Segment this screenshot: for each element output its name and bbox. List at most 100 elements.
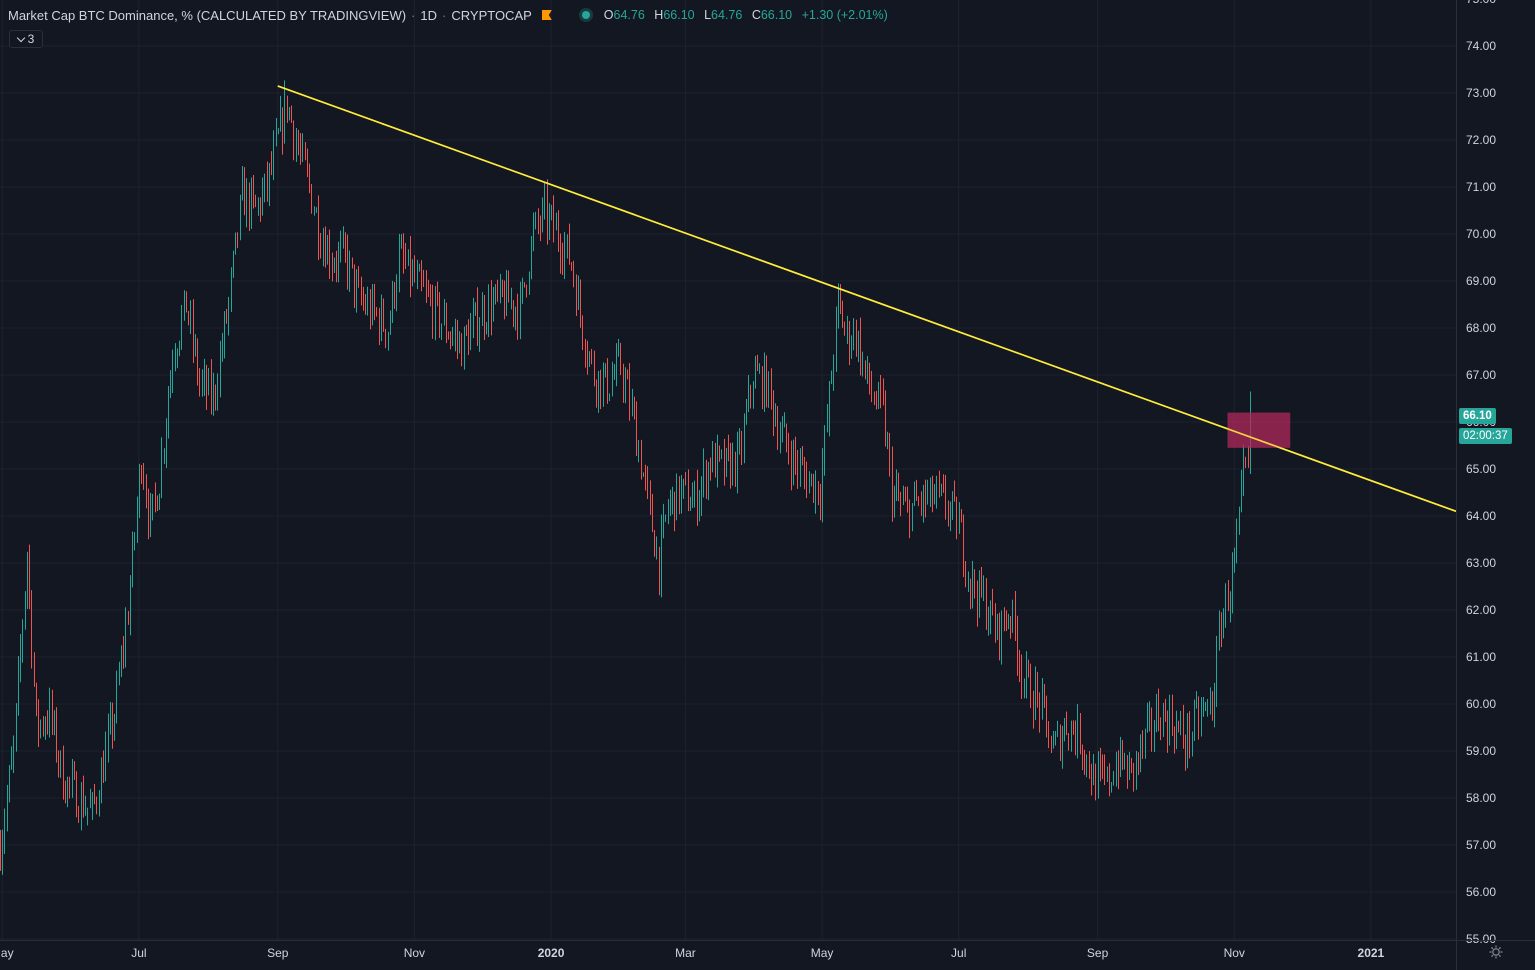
candle-body: [383, 305, 384, 330]
candle-body: [520, 292, 521, 328]
candle-body: [300, 148, 301, 153]
interval-label[interactable]: 1D: [420, 7, 438, 23]
candle-body: [1075, 732, 1076, 747]
candle-body: [1174, 730, 1175, 744]
candle-body: [818, 481, 819, 499]
candle-body: [278, 130, 279, 133]
candle-body: [1194, 705, 1195, 735]
candle-body: [1057, 728, 1058, 735]
price-tick-label: 74.00: [1466, 39, 1496, 53]
candle-body: [963, 521, 964, 568]
candle-body: [983, 587, 984, 595]
gear-icon[interactable]: [1489, 945, 1503, 959]
candle-body: [791, 456, 792, 476]
candle-body: [242, 177, 243, 198]
candle-body: [1030, 670, 1031, 707]
candle-body: [562, 258, 563, 265]
candle-body: [1060, 728, 1061, 757]
candle-body: [1131, 759, 1132, 764]
candle-body: [513, 301, 514, 317]
candle-body: [800, 460, 801, 474]
candle-body: [990, 600, 991, 622]
price-tick-label: 75.00: [1466, 0, 1496, 6]
candle-body: [31, 594, 32, 660]
candle-body: [833, 362, 834, 379]
candle-body: [869, 363, 870, 387]
candle-body: [688, 479, 689, 510]
candle-body: [567, 235, 568, 247]
candle-body: [235, 232, 236, 253]
candle-body: [233, 252, 234, 273]
candle-body: [748, 387, 749, 409]
price-tick-label: 73.00: [1466, 86, 1496, 100]
candle-body: [92, 795, 93, 804]
candle-body: [1201, 711, 1202, 726]
candle-body: [1071, 723, 1072, 742]
candle-body: [170, 377, 171, 398]
candle-body: [1169, 708, 1170, 740]
candle-body: [466, 328, 467, 332]
candle-body: [549, 212, 550, 230]
candle-body: [793, 448, 794, 476]
candle-body: [1100, 763, 1101, 766]
candle-body: [352, 258, 353, 265]
candle-body: [1192, 734, 1193, 745]
candle-body: [385, 329, 386, 341]
time-tick-label: May: [0, 946, 14, 960]
price-tick-label: 65.00: [1466, 462, 1496, 476]
candle-body: [851, 345, 852, 352]
time-tick-label: Jul: [131, 946, 146, 960]
candle-body: [47, 725, 48, 728]
candle-body: [564, 246, 565, 265]
candle-body: [271, 164, 272, 169]
indicators-collapse-button[interactable]: 3: [9, 30, 43, 48]
candle-body: [94, 795, 95, 800]
candle-body: [105, 746, 106, 781]
candle-body: [69, 778, 70, 784]
candle-body: [1176, 723, 1177, 744]
candle-body: [473, 312, 474, 326]
candle-body: [491, 295, 492, 320]
candle-body: [161, 452, 162, 495]
candle-body: [1136, 754, 1137, 779]
candle-body: [318, 209, 319, 246]
price-axis[interactable]: 55.00 56.00 57.00 58.00 59.00 60.00 61.00 62.00…: [1456, 0, 1497, 970]
candle-body: [907, 500, 908, 502]
candle-body: [694, 484, 695, 498]
candle-body: [166, 425, 167, 452]
candle-body: [54, 716, 55, 724]
candle-body: [421, 268, 422, 282]
candle-body: [141, 469, 142, 475]
price-tick-label: 61.00: [1466, 650, 1496, 664]
candle-body: [394, 285, 395, 302]
candle-body: [204, 372, 205, 380]
candle-body: [603, 373, 604, 398]
candle-body: [74, 773, 75, 776]
time-axis[interactable]: May Jul Sep Nov 2020 Mar May Jul Sep Nov 2021: [0, 940, 1535, 961]
candle-body: [276, 132, 277, 144]
symbol-title[interactable]: Market Cap BTC Dominance, % (CALCULATED …: [8, 7, 407, 23]
candle-body: [96, 799, 97, 806]
candle-body: [636, 410, 637, 456]
candle-body: [43, 722, 44, 730]
candle-body: [1207, 701, 1208, 705]
candle-body: [896, 485, 897, 492]
price-tick-label: 67.00: [1466, 368, 1496, 382]
candle-body: [598, 371, 599, 398]
candle-body: [1142, 739, 1143, 748]
candle-body: [56, 716, 57, 757]
candle-body: [551, 207, 552, 213]
flag-icon[interactable]: [541, 10, 552, 20]
candle-body: [750, 387, 751, 395]
candle-body: [511, 301, 512, 303]
candle-body: [29, 556, 30, 595]
candle-body: [486, 326, 487, 328]
candle-body: [1113, 783, 1114, 785]
candle-body: [538, 214, 539, 225]
candle-body: [1219, 625, 1220, 645]
candle-body: [220, 352, 221, 389]
candle-body: [898, 485, 899, 498]
candle-body: [1140, 739, 1141, 761]
